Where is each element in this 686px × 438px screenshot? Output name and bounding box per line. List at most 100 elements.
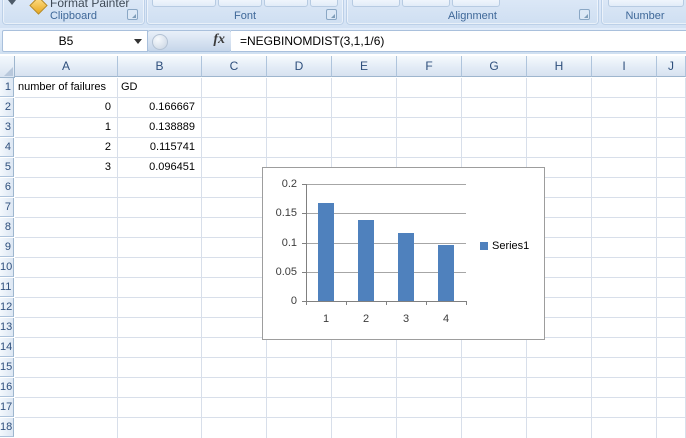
dialog-launcher-icon[interactable] (326, 9, 337, 20)
paste-dropdown-arrow-icon[interactable] (8, 0, 16, 5)
chart-gridline (306, 213, 466, 214)
ribbon-button-fragment[interactable] (310, 0, 338, 7)
ribbon-group-label: Number (625, 10, 665, 22)
gridline (15, 97, 686, 98)
ribbon-button-fragment[interactable] (352, 0, 400, 7)
dialog-launcher-icon[interactable] (127, 9, 138, 20)
column-header-D[interactable]: D (267, 56, 332, 77)
row-header-9[interactable]: 9 (0, 238, 14, 257)
ribbon-button-fragment[interactable] (264, 0, 308, 7)
y-axis-tick-label: 0 (290, 295, 297, 307)
ribbon-strip: Clipboard Font Alignment Number Format P… (0, 0, 686, 29)
x-axis-tick-label: 3 (402, 313, 410, 325)
x-axis-tick (386, 301, 387, 305)
chart-bar[interactable] (318, 203, 334, 301)
gridline (117, 78, 118, 438)
select-all-corner[interactable] (0, 56, 15, 78)
row-header-15[interactable]: 15 (0, 358, 14, 377)
y-axis-tick (302, 213, 306, 214)
gridline (201, 78, 202, 438)
insert-function-button[interactable]: fx (213, 32, 225, 47)
column-header-C[interactable]: C (202, 56, 267, 77)
column-header-G[interactable]: G (462, 56, 527, 77)
row-header-6[interactable]: 6 (0, 178, 14, 197)
ribbon-group-label: Font (233, 10, 256, 22)
y-axis-tick-label: 0.2 (281, 178, 297, 190)
column-header-F[interactable]: F (397, 56, 462, 77)
ribbon-button-fragment[interactable] (152, 0, 216, 7)
formula-bar: B5 fx =NEGBINOMDIST(3,1,1/6) (0, 28, 686, 55)
dialog-launcher-icon[interactable] (579, 9, 590, 20)
gridline (15, 117, 686, 118)
column-header-J[interactable]: J (657, 56, 686, 77)
gridline (591, 78, 592, 438)
name-box-dropdown-icon[interactable] (134, 39, 142, 44)
row-header-11[interactable]: 11 (0, 278, 14, 297)
column-header-E[interactable]: E (332, 56, 397, 77)
row-header-1[interactable]: 1 (0, 78, 14, 97)
ribbon-group-label: Clipboard (49, 10, 98, 22)
column-header-A[interactable]: A (15, 56, 118, 77)
column-header-H[interactable]: H (527, 56, 592, 77)
ribbon-button-fragment[interactable] (608, 0, 684, 7)
row-header-17[interactable]: 17 (0, 398, 14, 417)
cell-A1[interactable]: number of failures (18, 81, 107, 93)
formula-input[interactable]: =NEGBINOMDIST(3,1,1/6) (231, 30, 686, 52)
x-axis-tick (466, 301, 467, 305)
row-header-12[interactable]: 12 (0, 298, 14, 317)
legend-series-label: Series1 (492, 240, 530, 252)
row-header-14[interactable]: 14 (0, 338, 14, 357)
y-axis-tick (302, 301, 306, 302)
x-axis-tick (426, 301, 427, 305)
row-header-18[interactable]: 18 (0, 418, 14, 437)
cell-A2[interactable]: 0 (104, 101, 111, 113)
cell-B4[interactable]: 0.115741 (149, 141, 195, 153)
cell-A5[interactable]: 3 (104, 161, 111, 173)
formula-bar-divider: fx (147, 30, 232, 52)
format-painter-button[interactable]: Format Painter (50, 0, 130, 10)
gridline (15, 357, 686, 358)
x-axis-tick-label: 2 (362, 313, 370, 325)
row-header-5[interactable]: 5 (0, 158, 14, 177)
embedded-bar-chart[interactable]: 0 0.05 0.1 0.15 0.2 1 2 3 4 Series1 (262, 167, 545, 340)
y-axis-tick-label: 0.15 (275, 207, 297, 219)
chart-bar[interactable] (438, 245, 454, 301)
row-header-16[interactable]: 16 (0, 378, 14, 397)
ribbon-button-fragment[interactable] (452, 0, 500, 7)
column-header-I[interactable]: I (592, 56, 657, 77)
cell-A3[interactable]: 1 (104, 121, 111, 133)
y-axis-tick-label: 0.1 (281, 237, 297, 249)
row-header-2[interactable]: 2 (0, 98, 14, 117)
row-header-13[interactable]: 13 (0, 318, 14, 337)
row-header-8[interactable]: 8 (0, 218, 14, 237)
row-header-4[interactable]: 4 (0, 138, 14, 157)
gridline (15, 397, 686, 398)
row-header-7[interactable]: 7 (0, 198, 14, 217)
row-header-3[interactable]: 3 (0, 118, 14, 137)
ribbon-button-fragment[interactable] (218, 0, 262, 7)
column-header-B[interactable]: B (118, 56, 202, 77)
chart-gridline (306, 184, 466, 185)
chart-bar[interactable] (398, 233, 414, 301)
legend-swatch-icon (480, 242, 488, 250)
ribbon-button-fragment[interactable] (402, 0, 450, 7)
cell-B2[interactable]: 0.166667 (149, 101, 195, 113)
x-axis-tick-label: 1 (322, 313, 330, 325)
chart-gridline (306, 272, 466, 273)
gridline (15, 137, 686, 138)
y-axis-tick-label: 0.05 (275, 266, 297, 278)
row-header-10[interactable]: 10 (0, 258, 14, 277)
gridline (15, 377, 686, 378)
x-axis-tick (306, 301, 307, 305)
cell-B3[interactable]: 0.138889 (149, 121, 195, 133)
x-axis-tick (346, 301, 347, 305)
cell-A4[interactable]: 2 (104, 141, 111, 153)
cell-B1[interactable]: GD (121, 81, 138, 93)
x-axis-tick-label: 4 (442, 313, 450, 325)
y-axis-line (306, 184, 307, 302)
chart-bar[interactable] (358, 220, 374, 301)
name-box[interactable]: B5 (2, 30, 148, 52)
chart-legend[interactable]: Series1 (480, 240, 529, 252)
cell-B5[interactable]: 0.096451 (149, 161, 195, 173)
